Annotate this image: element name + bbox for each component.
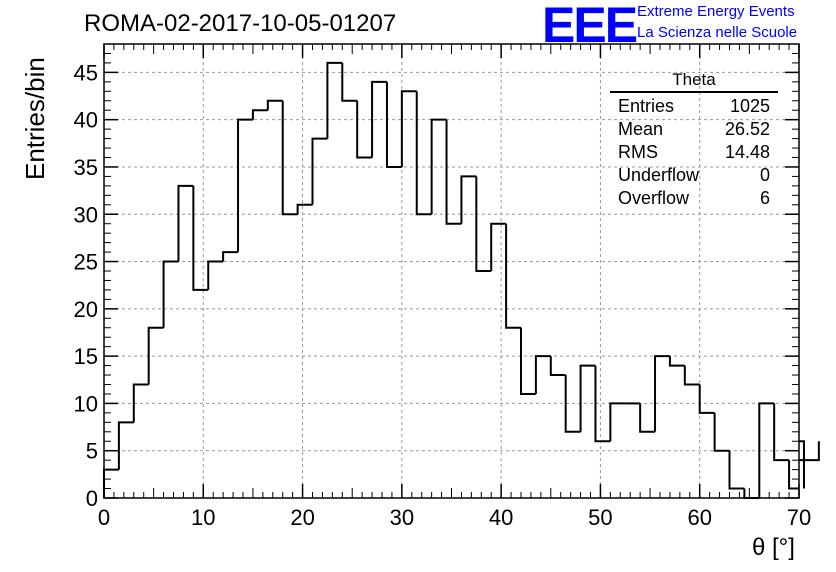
histogram-bin: [594, 365, 611, 443]
x-tick-label: 30: [390, 505, 414, 530]
stats-label: Underflow: [618, 165, 700, 185]
y-tick-label: 10: [74, 391, 98, 416]
histogram-bin: [296, 203, 313, 215]
histogram-bin: [668, 356, 685, 367]
histogram-bin: [400, 90, 417, 167]
x-tick-label: 20: [290, 505, 314, 530]
y-tick-label: 45: [74, 60, 98, 85]
stats-label: RMS: [618, 142, 658, 162]
stats-value: 0: [759, 165, 770, 185]
histogram-bin: [356, 100, 373, 159]
y-axis-label: Entries/bin: [20, 57, 50, 180]
stats-value: 1025: [729, 96, 770, 116]
histogram-bin: [430, 118, 447, 215]
histogram-bin: [192, 185, 209, 291]
histogram-bin: [385, 81, 402, 168]
y-tick-label: 15: [74, 344, 98, 369]
histogram-bin: [117, 421, 134, 470]
stats-title: Theta: [610, 70, 778, 93]
y-tick-label: 0: [86, 486, 98, 511]
stats-row-overflow: Overflow 6: [610, 187, 778, 210]
histogram-bin: [103, 468, 119, 498]
x-axis-label: θ [°]: [752, 534, 795, 561]
histogram-bin: [281, 100, 298, 216]
histogram-bin: [564, 375, 581, 433]
histogram-bin: [132, 383, 149, 423]
chart-title: ROMA-02-2017-10-05-01207: [84, 10, 397, 37]
histogram-bin: [415, 91, 432, 216]
y-tick-label: 35: [74, 155, 98, 180]
histogram-bin: [609, 402, 626, 442]
x-tick-label: 50: [588, 505, 612, 530]
stats-label: Mean: [618, 119, 664, 139]
histogram-bin: [534, 355, 551, 394]
histogram-bin: [490, 222, 507, 271]
histogram-bin: [799, 441, 820, 462]
stats-value: 6: [759, 188, 770, 208]
histogram-bin: [445, 119, 462, 225]
histogram-bin: [341, 62, 358, 102]
x-tick-label: 10: [191, 505, 215, 530]
x-tick-label: 60: [687, 505, 711, 530]
histogram-bin: [162, 260, 179, 328]
histogram-bin: [207, 260, 224, 290]
stats-row-underflow: Underflow 0: [610, 164, 778, 187]
stats-value: 26.52: [724, 119, 770, 139]
histogram-bin: [579, 364, 596, 432]
histogram-bin: [266, 99, 283, 111]
histogram-bin: [520, 327, 536, 395]
stats-row-rms: RMS 14.48: [610, 141, 778, 164]
y-tick-label: 30: [74, 202, 98, 227]
stats-value: 14.48: [724, 142, 770, 162]
histogram-bin: [505, 223, 521, 329]
histogram-bin: [237, 118, 253, 253]
histogram-bin: [475, 176, 492, 272]
logo-subtitle-1: Extreme Energy Events: [637, 3, 795, 20]
histogram-bin: [788, 460, 799, 490]
histogram-bin: [177, 184, 194, 262]
histogram-bin: [713, 412, 730, 452]
y-tick-label: 40: [74, 108, 98, 133]
histogram-bin: [639, 403, 656, 433]
x-tick-label: 40: [489, 505, 513, 530]
histogram-bin: [758, 402, 775, 498]
histogram-bin: [460, 175, 477, 224]
stats-label: Entries: [618, 96, 675, 116]
histogram-bin: [549, 356, 566, 377]
histogram-bin: [251, 109, 268, 120]
y-tick-label: 20: [74, 297, 98, 322]
x-tick-label: 0: [98, 505, 110, 530]
x-tick-label: 70: [787, 505, 811, 530]
logo-subtitle-2: La Scienza nelle Scuole: [637, 24, 798, 41]
histogram-bin: [371, 80, 387, 158]
y-tick-label: 25: [74, 250, 98, 275]
histogram-bin: [773, 403, 790, 462]
stats-box: Theta Entries 1025 Mean 26.52 RMS 14.48 Und…: [610, 70, 778, 210]
histogram-bin: [728, 450, 745, 490]
histogram-bin: [683, 365, 700, 386]
histogram-bin: [743, 488, 760, 499]
histogram-bin: [799, 440, 805, 489]
histogram-bin: [147, 326, 164, 385]
histogram-bin: [326, 61, 343, 139]
histogram-bin: [222, 251, 239, 262]
y-tick-label: 5: [86, 439, 98, 464]
axis-ticks: [103, 43, 800, 499]
histogram-bin: [654, 355, 670, 432]
eee-logo: EEE: [542, 0, 638, 53]
stats-row-mean: Mean 26.52: [610, 118, 778, 141]
histogram-bin: [698, 384, 715, 414]
histogram-bin: [311, 137, 328, 205]
stats-row-entries: Entries 1025: [610, 95, 778, 118]
stats-label: Overflow: [618, 188, 690, 208]
